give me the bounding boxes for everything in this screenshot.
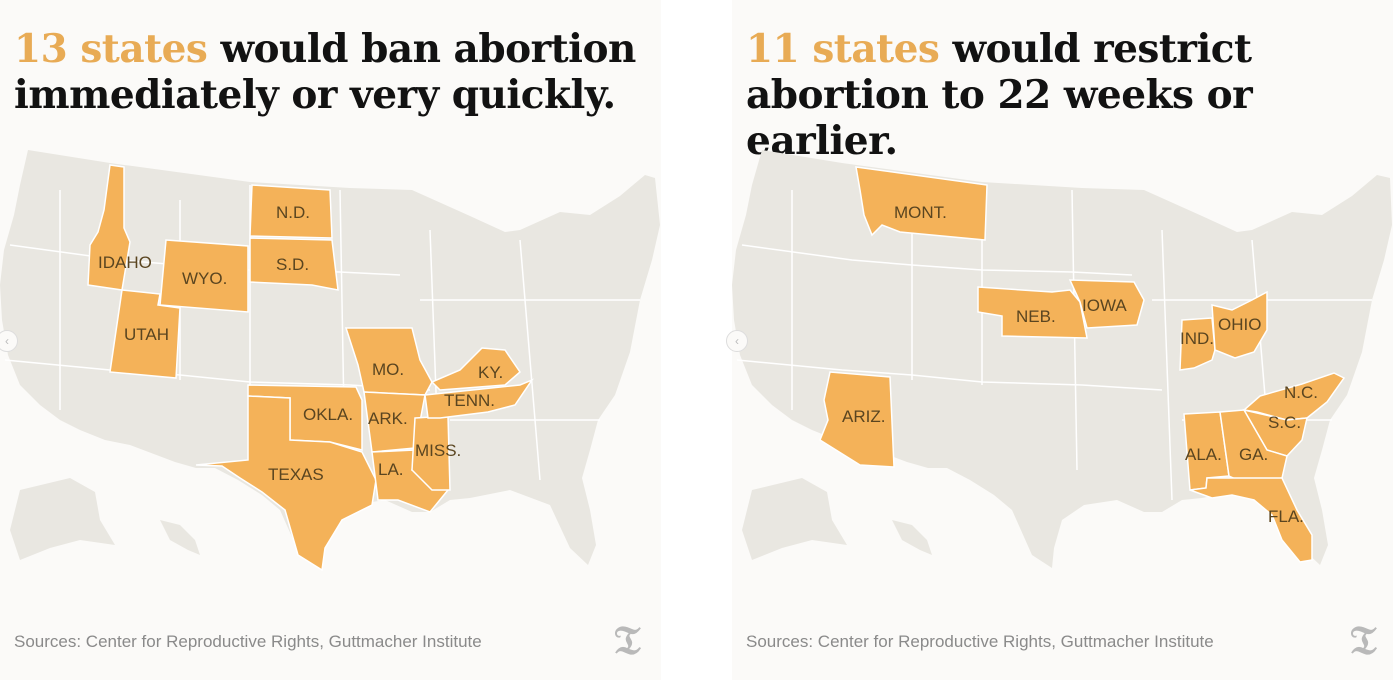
state-idaho: [87, 164, 131, 291]
left-headline-highlight: 13 states: [14, 26, 208, 72]
state-ohio: [1211, 290, 1268, 359]
left-us-map: IDAHO WYO. UTAH N.D. S.D. TEXAS OKLA. MO…: [0, 150, 660, 572]
state-kentucky: [430, 347, 521, 391]
label-texas: TEXAS: [268, 465, 324, 484]
label-ark: ARK.: [368, 409, 408, 428]
right-headline: 11 states would restrict abortion to 22 …: [746, 26, 1383, 164]
state-south-dakota: [249, 237, 339, 291]
right-source-note: Sources: Center for Reproductive Rights,…: [746, 632, 1214, 651]
state-florida: [1189, 477, 1313, 563]
right-us-map: MONT. NEB. IOWA IND. OHIO ARIZ. N.C. S.C…: [732, 150, 1392, 568]
state-borders: [4, 185, 640, 501]
state-arizona: [819, 371, 895, 468]
label-idaho: IDAHO: [98, 253, 152, 272]
right-state-labels: MONT. NEB. IOWA IND. OHIO ARIZ. N.C. S.C…: [842, 203, 1318, 526]
label-ind: IND.: [1180, 329, 1214, 348]
label-sc: S.C.: [1268, 413, 1301, 432]
label-sd: S.D.: [276, 255, 309, 274]
label-neb: NEB.: [1016, 307, 1056, 326]
label-mo: MO.: [372, 360, 404, 379]
label-wyo: WYO.: [182, 269, 227, 288]
state-georgia: [1219, 409, 1288, 483]
label-ky: KY.: [478, 363, 503, 382]
alaska: [10, 478, 115, 560]
label-nd: N.D.: [276, 203, 310, 222]
state-wyoming: [159, 239, 249, 313]
label-fla: FLA.: [1268, 507, 1304, 526]
label-tenn: TENN.: [444, 391, 495, 410]
state-iowa: [1068, 279, 1145, 329]
left-headline: 13 states would ban abortion immediately…: [14, 26, 651, 118]
alaska: [742, 478, 847, 560]
prev-arrow-icon[interactable]: ‹: [0, 330, 18, 352]
left-source-note: Sources: Center for Reproductive Rights,…: [14, 632, 482, 651]
left-panel: 13 states would ban abortion immediately…: [0, 0, 661, 680]
state-utah: [109, 289, 181, 379]
label-la: LA.: [378, 460, 404, 479]
label-miss: MISS.: [415, 441, 461, 460]
label-ala: ALA.: [1185, 445, 1222, 464]
right-headline-highlight: 11 states: [746, 26, 940, 72]
label-ariz: ARIZ.: [842, 407, 885, 426]
label-nc: N.C.: [1284, 383, 1318, 402]
state-north-dakota: [249, 184, 333, 239]
label-ohio: OHIO: [1218, 315, 1261, 334]
hawaii: [160, 520, 200, 555]
label-okla: OKLA.: [303, 405, 353, 424]
label-mont: MONT.: [894, 203, 947, 222]
hawaii: [892, 520, 932, 555]
state-texas: [195, 395, 377, 572]
label-ga: GA.: [1239, 445, 1268, 464]
state-tennessee: [424, 378, 535, 419]
label-utah: UTAH: [124, 325, 169, 344]
label-iowa: IOWA: [1082, 296, 1127, 315]
left-headline-rest: would ban abortion immediately or very q…: [14, 26, 636, 118]
state-nebraska: [977, 286, 1088, 339]
prev-arrow-icon[interactable]: ‹: [726, 330, 748, 352]
right-panel: 11 states would restrict abortion to 22 …: [732, 0, 1393, 680]
left-state-labels: IDAHO WYO. UTAH N.D. S.D. TEXAS OKLA. MO…: [98, 203, 503, 484]
state-indiana: [1179, 317, 1216, 371]
nyt-logo-icon: 𝔗: [1350, 617, 1377, 664]
state-montana: [855, 166, 988, 241]
state-missouri: [344, 327, 433, 396]
nyt-logo-icon: 𝔗: [614, 617, 641, 664]
